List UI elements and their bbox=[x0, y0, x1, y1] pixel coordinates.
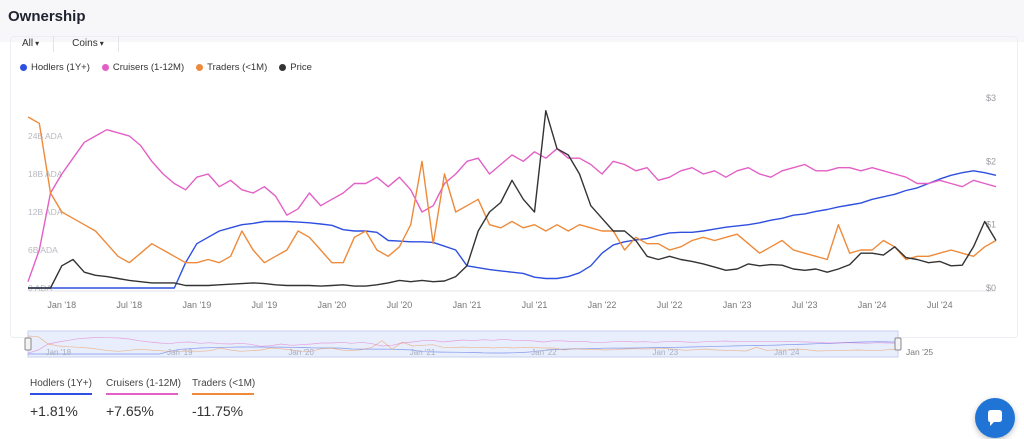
x-tick-label: Jul '19 bbox=[252, 300, 278, 310]
legend-dot-icon bbox=[20, 64, 27, 71]
y-right-tick-label: $1 bbox=[986, 220, 996, 230]
navigator-series-line bbox=[27, 336, 899, 354]
navigator-tick-label: Jan '23 bbox=[653, 348, 679, 357]
navigator-tick-label: Jan '20 bbox=[288, 348, 314, 357]
y-right-tick-label: $3 bbox=[986, 93, 996, 103]
legend-label: Traders (<1M) bbox=[207, 62, 268, 73]
series-line-hodlers bbox=[28, 170, 997, 289]
summary-label: Traders (<1M) bbox=[192, 378, 255, 395]
legend-label: Hodlers (1Y+) bbox=[31, 62, 90, 73]
navigator-tick-label: Jan '22 bbox=[531, 348, 557, 357]
legend-dot-icon bbox=[101, 64, 109, 71]
navigator-end-label: Jan '25 bbox=[906, 347, 933, 357]
y-left-tick-label: 24B ADA bbox=[28, 131, 63, 141]
legend-item-price[interactable]: Price bbox=[279, 62, 312, 73]
x-tick-label: Jul '23 bbox=[792, 300, 818, 310]
filter-coins-label: Coins bbox=[72, 38, 98, 49]
x-tick-label: Jan '23 bbox=[723, 300, 752, 310]
y-left-tick-label: 18B ADA bbox=[28, 169, 63, 179]
navigator-tick-label: Jan '18 bbox=[46, 348, 72, 357]
header-strip bbox=[0, 0, 1024, 42]
chat-button[interactable] bbox=[975, 398, 1015, 438]
y-right-tick-label: $2 bbox=[986, 156, 996, 166]
summary-value: -11.75% bbox=[192, 403, 244, 419]
summary-hodlers: Hodlers (1Y+) +1.81% bbox=[30, 378, 92, 419]
legend-item-cruisers[interactable]: Cruisers (1-12M) bbox=[101, 62, 185, 73]
summary-cruisers: Cruisers (1-12M) +7.65% bbox=[106, 378, 181, 419]
x-tick-label: Jul '18 bbox=[116, 300, 142, 310]
x-tick-label: Jan '24 bbox=[858, 300, 887, 310]
x-tick-label: Jul '21 bbox=[522, 300, 548, 310]
x-tick-label: Jul '24 bbox=[927, 300, 953, 310]
series-line-traders bbox=[27, 116, 997, 264]
y-left-tick-label: 12B ADA bbox=[28, 207, 63, 217]
legend-dot-icon bbox=[279, 64, 287, 71]
summary-label: Hodlers (1Y+) bbox=[30, 378, 92, 395]
series-line-cruisers bbox=[27, 128, 997, 282]
y-right-tick-label: $0 bbox=[986, 283, 996, 293]
summary-traders: Traders (<1M) -11.75% bbox=[192, 378, 255, 419]
x-tick-label: Jan '18 bbox=[47, 300, 76, 310]
x-tick-label: Jan '22 bbox=[588, 300, 617, 310]
summary-value: +1.81% bbox=[30, 403, 78, 419]
x-tick-label: Jul '22 bbox=[657, 300, 683, 310]
x-tick-label: Jan '20 bbox=[318, 300, 347, 310]
series-line-price bbox=[28, 109, 997, 289]
chart-legend: Hodlers (1Y+) Cruisers (1-12M) Traders (… bbox=[20, 62, 312, 73]
x-tick-label: Jan '21 bbox=[453, 300, 482, 310]
legend-label: Price bbox=[290, 62, 312, 73]
legend-item-traders[interactable]: Traders (<1M) bbox=[196, 62, 267, 73]
summary-stats: Hodlers (1Y+) +1.81% Cruisers (1-12M) +7… bbox=[30, 378, 255, 419]
navigator-tick-label: Jan '19 bbox=[167, 348, 193, 357]
filter-bar: All ▾ Coins ▾ bbox=[12, 36, 119, 54]
page-title: Ownership bbox=[8, 8, 86, 25]
chevron-down-icon: ▾ bbox=[35, 39, 40, 48]
filter-coins-dropdown[interactable]: Coins ▾ bbox=[54, 36, 119, 52]
navigator-series-line bbox=[27, 335, 899, 352]
x-tick-label: Jan '19 bbox=[182, 300, 211, 310]
legend-dot-icon bbox=[196, 64, 204, 71]
filter-all-dropdown[interactable]: All ▾ bbox=[12, 36, 55, 52]
chevron-down-icon: ▾ bbox=[99, 39, 104, 48]
chat-bubble-icon bbox=[988, 410, 1002, 426]
filter-all-label: All bbox=[22, 38, 34, 49]
legend-item-hodlers[interactable]: Hodlers (1Y+) bbox=[20, 62, 90, 73]
y-left-tick-label: 6B ADA bbox=[28, 245, 58, 255]
navigator-tick-label: Jan '24 bbox=[774, 348, 800, 357]
legend-label: Cruisers (1-12M) bbox=[112, 62, 185, 73]
navigator-range bbox=[27, 330, 899, 358]
summary-label: Cruisers (1-12M) bbox=[106, 378, 181, 395]
x-tick-label: Jul '20 bbox=[387, 300, 413, 310]
navigator-handle[interactable] bbox=[24, 337, 32, 351]
summary-value: +7.65% bbox=[106, 403, 154, 419]
navigator-series-line bbox=[28, 341, 899, 355]
navigator-handle[interactable] bbox=[894, 337, 902, 351]
navigator-tick-label: Jan '21 bbox=[410, 348, 436, 357]
